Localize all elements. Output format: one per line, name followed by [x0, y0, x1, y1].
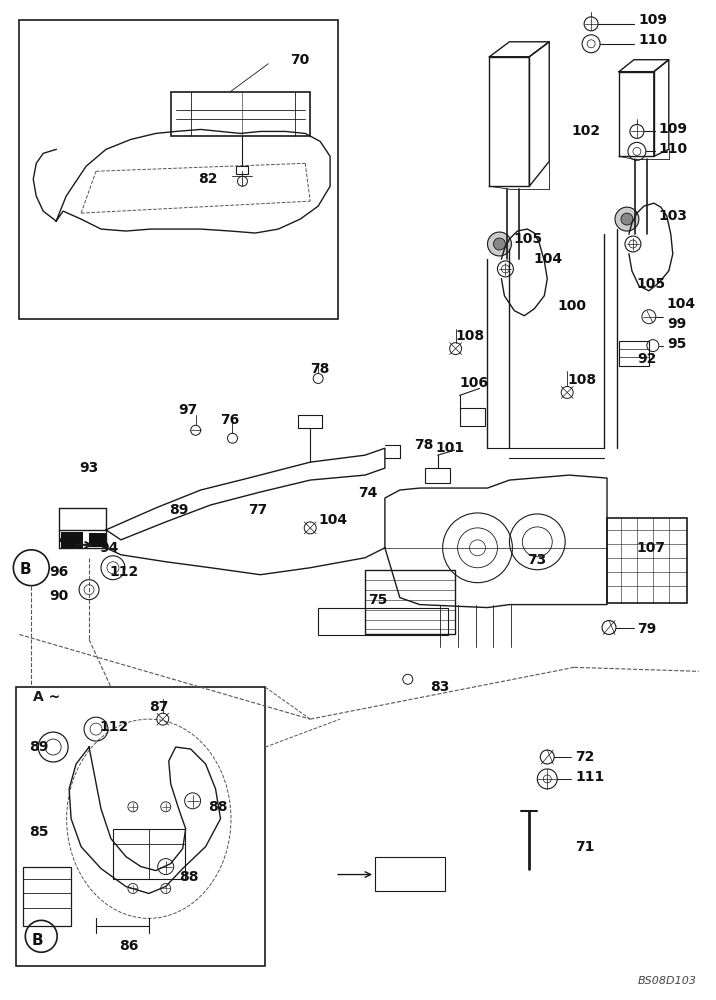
- Bar: [16, 687, 266, 966]
- Text: 85: 85: [29, 825, 49, 839]
- Text: 100: 100: [557, 299, 586, 313]
- Bar: [236, 166, 248, 174]
- Text: B: B: [19, 562, 31, 577]
- Bar: [425, 468, 450, 483]
- Text: 90: 90: [49, 589, 69, 603]
- Text: 108: 108: [567, 373, 596, 387]
- Circle shape: [488, 232, 511, 256]
- Text: 104: 104: [667, 297, 696, 311]
- Text: 112: 112: [109, 565, 138, 579]
- Text: BS08D103: BS08D103: [638, 976, 697, 986]
- Text: 99: 99: [667, 317, 686, 331]
- Text: 78: 78: [414, 438, 433, 452]
- Text: 87: 87: [149, 700, 168, 714]
- Text: 82: 82: [198, 172, 218, 186]
- Text: 103: 103: [659, 209, 688, 223]
- Bar: [24, 867, 71, 926]
- Text: 86: 86: [119, 939, 138, 953]
- Text: 74: 74: [358, 486, 377, 500]
- Text: 70: 70: [290, 53, 309, 67]
- Text: 83: 83: [430, 680, 449, 694]
- Text: 107: 107: [637, 541, 666, 555]
- Text: 75: 75: [368, 593, 387, 607]
- Text: 77: 77: [248, 503, 268, 517]
- Text: 111: 111: [575, 770, 604, 784]
- Text: 109: 109: [659, 122, 688, 136]
- Bar: [61, 532, 83, 548]
- Text: 108: 108: [455, 329, 485, 343]
- Text: 112: 112: [99, 720, 128, 734]
- Bar: [318, 608, 448, 635]
- Text: 102: 102: [571, 124, 600, 138]
- Text: 79: 79: [637, 622, 656, 636]
- Text: 104: 104: [533, 252, 563, 266]
- Text: 110: 110: [659, 142, 688, 156]
- Bar: [365, 570, 455, 634]
- Text: 104: 104: [318, 513, 347, 527]
- Text: 78: 78: [310, 362, 329, 376]
- Bar: [113, 829, 185, 879]
- Text: 72: 72: [575, 750, 594, 764]
- Text: 106: 106: [460, 376, 488, 390]
- Bar: [607, 518, 687, 603]
- Text: 93: 93: [79, 461, 98, 475]
- Bar: [170, 92, 310, 136]
- Text: 105: 105: [513, 232, 543, 246]
- Text: 96: 96: [49, 565, 69, 579]
- Text: 105: 105: [637, 277, 666, 291]
- Bar: [375, 857, 445, 891]
- Circle shape: [493, 238, 505, 250]
- Text: 97: 97: [179, 403, 198, 417]
- Text: 89: 89: [169, 503, 188, 517]
- Text: 110: 110: [639, 33, 668, 47]
- Text: 73: 73: [528, 553, 546, 567]
- Bar: [89, 533, 107, 547]
- Text: 94: 94: [99, 541, 118, 555]
- Text: 109: 109: [639, 13, 668, 27]
- Text: 71: 71: [575, 840, 594, 854]
- Text: 95: 95: [667, 337, 686, 351]
- Text: 101: 101: [436, 441, 465, 455]
- Bar: [460, 408, 485, 426]
- Text: 92: 92: [637, 352, 657, 366]
- Text: A: A: [59, 531, 70, 545]
- Text: 76: 76: [221, 413, 240, 427]
- Bar: [19, 20, 338, 319]
- Text: 88: 88: [208, 800, 228, 814]
- Text: 89: 89: [29, 740, 49, 754]
- Bar: [619, 341, 649, 366]
- Circle shape: [615, 207, 639, 231]
- Text: A ~: A ~: [33, 690, 61, 704]
- Text: B: B: [32, 933, 43, 948]
- Text: 88: 88: [179, 870, 198, 884]
- Circle shape: [621, 213, 633, 225]
